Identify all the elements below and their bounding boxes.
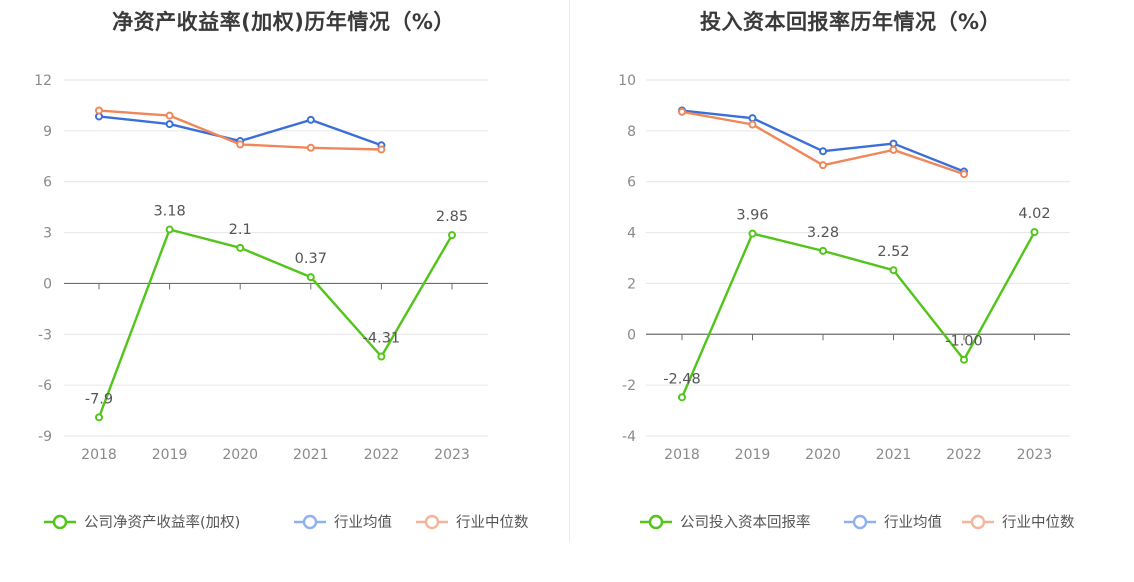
legend-marker-circle — [302, 514, 318, 530]
company-data-point — [306, 273, 315, 282]
x-tick-label: 2020 — [222, 447, 258, 463]
y-tick-label: -6 — [38, 378, 52, 394]
legend-marker-circle — [970, 514, 986, 530]
company-series-line — [97, 228, 454, 418]
y-tick-label: -2 — [622, 378, 636, 394]
y-tick-label: 6 — [43, 175, 52, 191]
legend-label: 行业均值 — [334, 514, 392, 531]
data-label: 2.1 — [229, 222, 252, 238]
y-tick-label: 9 — [43, 124, 52, 140]
y-tick-label: -4 — [622, 429, 636, 445]
company-data-point — [889, 266, 898, 275]
legend-marker-circle — [648, 514, 664, 530]
roe-chart-panel: 净资产收益率(加权)历年情况（%） 12 9 6 3 0 -3 -6 -9 2018 2019 20… — [34, 10, 529, 531]
industry_median-data-point — [819, 161, 827, 170]
company-data-point — [819, 246, 827, 255]
company-data-point — [377, 352, 386, 361]
y-tick-label: 12 — [34, 73, 52, 89]
company-data-point — [236, 243, 245, 252]
industry_avg-data-point — [165, 120, 174, 129]
company-data-point — [95, 413, 103, 422]
x-tick-label: 2020 — [805, 447, 841, 463]
x-tick-label: 2018 — [81, 447, 117, 463]
company-data-point — [678, 393, 686, 402]
data-label: 3.18 — [153, 204, 185, 220]
industry_avg-data-point — [889, 139, 898, 148]
industry_median-data-point — [960, 170, 968, 179]
y-tick-label: 2 — [627, 276, 636, 292]
data-label: -7.9 — [85, 391, 113, 407]
legend-label: 行业中位数 — [1002, 514, 1075, 531]
industry_avg-data-point — [819, 147, 827, 156]
company-data-point — [448, 231, 456, 240]
x-tick-label: 2023 — [1017, 447, 1053, 463]
company-data-point — [960, 355, 968, 364]
legend-marker-circle — [852, 514, 868, 530]
x-tick-label: 2022 — [946, 447, 982, 463]
data-label: -1.00 — [945, 334, 983, 350]
x-tick-label: 2021 — [293, 447, 329, 463]
industry_median-data-point — [306, 143, 315, 152]
y-tick-label: 10 — [618, 73, 636, 89]
panel-divider — [569, 0, 570, 542]
x-tick-label: 2019 — [152, 447, 188, 463]
x-tick-label: 2019 — [735, 447, 771, 463]
data-label: 2.85 — [436, 209, 468, 225]
industry_median-data-point — [889, 145, 898, 154]
industry_median-data-point — [748, 120, 757, 129]
data-label: 3.96 — [736, 208, 768, 224]
legend-marker-circle — [52, 514, 68, 530]
industry_avg-data-point — [748, 114, 757, 123]
data-label: 3.28 — [807, 225, 839, 241]
company-series-line — [680, 231, 1036, 398]
industry_median-data-point — [678, 107, 686, 116]
y-tick-label: -3 — [38, 327, 52, 343]
legend-label: 行业均值 — [884, 514, 942, 531]
y-tick-label: 3 — [43, 226, 52, 242]
company-data-point — [748, 229, 757, 238]
y-tick-label: 6 — [627, 175, 636, 191]
y-tick-label: 0 — [43, 276, 52, 292]
industry_median-data-point — [165, 111, 174, 120]
data-label: -4.31 — [363, 330, 401, 346]
y-tick-label: -9 — [38, 429, 52, 445]
data-label: 0.37 — [295, 251, 327, 267]
chart-title: 净资产收益率(加权)历年情况（%） — [112, 10, 455, 34]
data-label: -2.48 — [663, 371, 701, 387]
x-tick-label: 2021 — [876, 447, 912, 463]
x-tick-label: 2018 — [664, 447, 700, 463]
roic-chart-panel: 投入资本回报率历年情况（%） 10 8 6 4 2 0 -2 -4 2018 2019 2020 20… — [567, 0, 1134, 582]
y-tick-label: 0 — [627, 327, 636, 343]
chart-title: 投入资本回报率历年情况（%） — [699, 10, 1002, 34]
x-tick-label: 2023 — [434, 447, 470, 463]
industry_median-data-point — [95, 106, 103, 115]
x-tick-label: 2022 — [364, 447, 400, 463]
legend-label: 公司投入资本回报率 — [680, 514, 811, 531]
y-tick-label: 8 — [627, 124, 636, 140]
y-tick-label: 4 — [627, 226, 636, 242]
roic-line-chart: 10 8 6 4 2 0 -2 -4 2018 2019 2020 2021 2022 2023 -2.48… — [618, 73, 1075, 531]
roe-line-chart: 12 9 6 3 0 -3 -6 -9 2018 2019 2020 2021 2022 2023 -7.9… — [34, 73, 529, 531]
industry_avg-data-point — [306, 115, 315, 124]
data-label: 4.02 — [1018, 206, 1050, 222]
industry_median-data-point — [377, 145, 386, 154]
company-data-point — [165, 225, 174, 234]
industry_median-data-point — [236, 140, 245, 149]
legend-marker-circle — [424, 514, 440, 530]
legend-label: 行业中位数 — [456, 514, 529, 531]
company-data-point — [1030, 228, 1039, 237]
data-label: 2.52 — [877, 244, 909, 260]
legend-label: 公司净资产收益率(加权) — [84, 514, 240, 531]
